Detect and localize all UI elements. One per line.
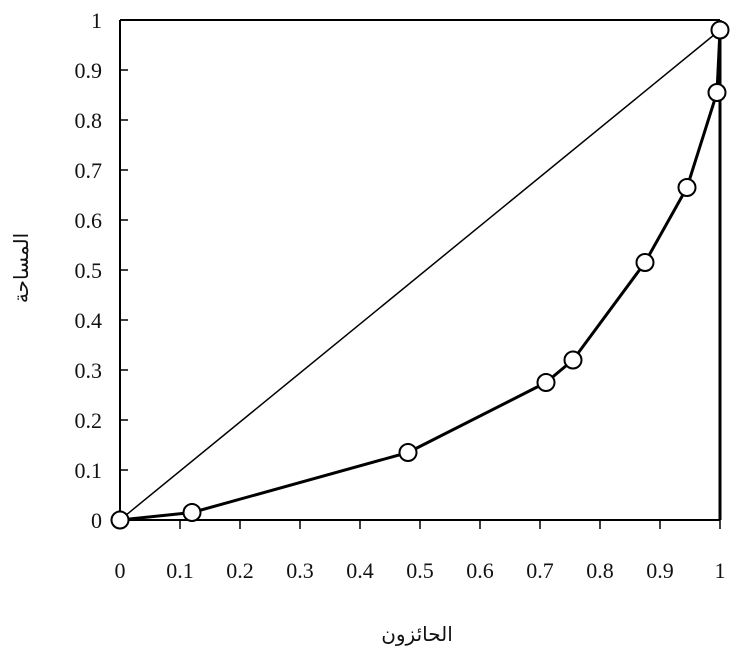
data-point-marker <box>563 350 583 370</box>
y-tick-label: 0.7 <box>75 158 103 183</box>
y-tick-label: 0.6 <box>75 208 103 233</box>
x-tick-label: 0.2 <box>226 558 254 583</box>
x-tick-label: 0.1 <box>166 558 194 583</box>
y-tick-label: 0.1 <box>75 458 103 483</box>
data-point-marker <box>677 178 697 197</box>
x-tick-label: 0.3 <box>286 558 314 583</box>
y-tick-label: 0.8 <box>75 108 103 133</box>
x-tick-label: 0.6 <box>466 558 494 583</box>
axis-tick-labels: 0 0.1 0.2 0.3 0.4 0.5 0.6 0.7 0.8 0.9 1 0 0.1 0.2 0.3 0… <box>75 8 726 583</box>
x-tick-label: 0.5 <box>406 558 434 583</box>
y-tick-label: 0.3 <box>75 358 103 383</box>
y-tick-label: 0.4 <box>75 308 103 333</box>
y-axis-title: المساحة <box>9 233 33 303</box>
x-tick-label: 0.9 <box>646 558 674 583</box>
plot-series <box>110 20 730 530</box>
y-tick-label: 0.5 <box>75 258 103 283</box>
data-point-marker <box>707 83 727 102</box>
data-point-marker <box>110 510 130 530</box>
x-tick-label: 1 <box>715 558 726 583</box>
data-point-marker <box>635 253 655 272</box>
data-point-marker <box>536 373 556 392</box>
data-point-marker <box>182 503 202 522</box>
y-tick-label: 0.9 <box>75 58 103 83</box>
y-tick-label: 1 <box>91 8 102 33</box>
y-tick-label: 0.2 <box>75 408 103 433</box>
data-point-marker <box>710 20 730 40</box>
x-axis-title: الحائزون <box>381 622 453 646</box>
data-point-marker <box>398 443 418 462</box>
x-tick-label: 0.4 <box>346 558 374 583</box>
equality-line <box>119 29 721 521</box>
x-tick-label: 0.7 <box>526 558 554 583</box>
x-tick-label: 0.8 <box>586 558 614 583</box>
x-tick-label: 0 <box>115 558 126 583</box>
y-tick-label: 0 <box>91 508 102 533</box>
axis-ticks <box>119 19 721 529</box>
